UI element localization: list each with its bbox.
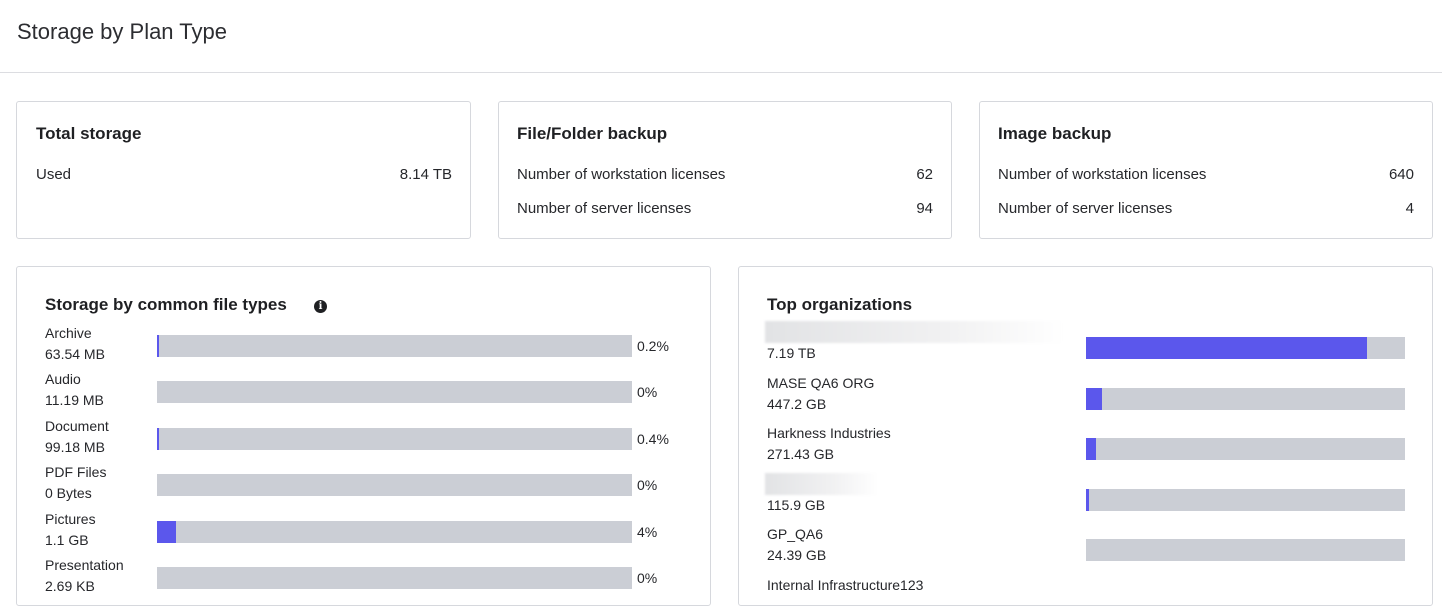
file-type-bar [157, 381, 632, 404]
organization-bar-fill [1086, 488, 1090, 511]
page-header: Storage by Plan Type [0, 0, 1442, 73]
organization-bar-fill [1086, 387, 1102, 410]
file-type-percent: 4% [637, 523, 658, 540]
workstation-licenses-value: 640 [1388, 166, 1414, 183]
card-title: Storage by common file types [45, 295, 287, 314]
top-organizations-card: Top organizations 7.19 TB MASE QA6 ORG 447… [738, 266, 1433, 606]
file-type-bar [157, 335, 632, 357]
organization-size: 115.9 GB [767, 496, 826, 513]
file-type-name: Presentation [45, 557, 124, 573]
server-licenses-label: Number of server licenses [998, 200, 1173, 217]
file-type-name: Document [45, 417, 109, 434]
organization-bar [1086, 539, 1405, 561]
file-type-name: Archive [45, 325, 92, 341]
file-type-percent: 0% [637, 384, 658, 401]
organization-name[interactable]: Internal Infrastructure123 [767, 576, 924, 593]
organization-bar [1086, 438, 1405, 460]
file-type-size: 2.69 KB [45, 578, 95, 594]
organization-bar [1086, 387, 1405, 410]
file-type-percent: 0.4% [637, 430, 669, 447]
organization-name-redacted [765, 321, 1065, 343]
organization-bar [1086, 337, 1405, 359]
file-type-percent: 0% [637, 570, 658, 586]
organization-size: 7.19 TB [767, 345, 816, 361]
organization-size: 24.39 GB [767, 547, 827, 563]
card-title: Total storage [36, 124, 142, 143]
workstation-licenses-value: 62 [916, 166, 933, 183]
file-type-bar-fill [157, 335, 159, 357]
file-type-bar-fill [157, 427, 159, 450]
page-title: Storage by Plan Type [17, 19, 227, 44]
organization-bar-fill [1086, 337, 1367, 359]
file-type-size: 0 Bytes [45, 485, 92, 502]
image-backup-card: Image backup Number of workstation licen… [979, 101, 1433, 239]
file-type-size: 99.18 MB [45, 438, 105, 455]
server-licenses-label: Number of server licenses [517, 200, 692, 217]
organization-bar [1086, 488, 1405, 511]
file-type-percent: 0% [637, 477, 658, 494]
file-type-size: 63.54 MB [45, 346, 105, 362]
file-folder-backup-card: File/Folder backup Number of workstation… [498, 101, 952, 239]
organization-bar-fill [1086, 438, 1096, 460]
workstation-licenses-label: Number of workstation licenses [998, 166, 1207, 183]
file-type-bar [157, 474, 632, 497]
organization-name[interactable]: Harkness Industries [767, 425, 891, 441]
total-storage-card: Total storage Used 8.14 TB [16, 101, 471, 239]
info-icon[interactable]: i [314, 300, 327, 313]
file-type-bar [157, 520, 632, 543]
server-licenses-value: 4 [1405, 200, 1414, 217]
file-types-card: Storage by common file types i Archive 63… [16, 266, 711, 606]
organization-size: 447.2 GB [767, 395, 827, 412]
server-licenses-value: 94 [916, 200, 933, 217]
card-title: Image backup [998, 124, 1112, 143]
used-label: Used [36, 166, 72, 183]
workstation-licenses-label: Number of workstation licenses [517, 166, 726, 183]
file-type-size: 1.1 GB [45, 531, 89, 548]
organization-size: 271.43 GB [767, 446, 834, 462]
organization-name[interactable]: MASE QA6 ORG [767, 374, 875, 391]
organization-name-redacted [765, 472, 879, 495]
used-value: 8.14 TB [399, 166, 452, 183]
file-type-bar [157, 567, 632, 589]
file-type-bar-fill [157, 520, 176, 543]
file-type-size: 11.19 MB [45, 392, 104, 409]
file-type-percent: 0.2% [637, 338, 669, 354]
card-title: File/Folder backup [517, 124, 668, 143]
card-title: Top organizations [767, 295, 913, 314]
file-type-name: PDF Files [45, 464, 107, 481]
file-type-name: Pictures [45, 510, 96, 527]
organization-name[interactable]: GP_QA6 [767, 526, 824, 542]
file-type-bar [157, 427, 632, 450]
file-type-name: Audio [45, 371, 81, 388]
